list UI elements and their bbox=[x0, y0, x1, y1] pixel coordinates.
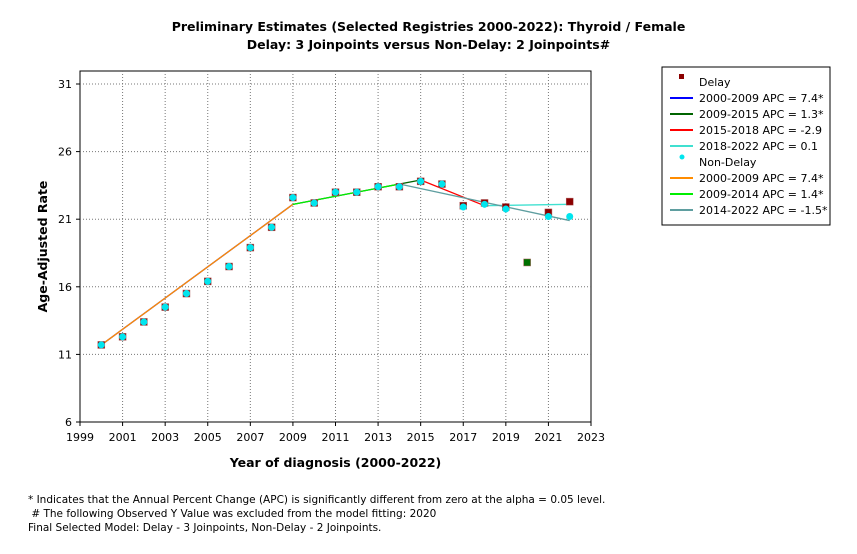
x-tick-label: 2023 bbox=[577, 431, 605, 444]
nondelay-point bbox=[97, 341, 105, 349]
x-tick-label: 2007 bbox=[236, 431, 264, 444]
chart-title: Preliminary Estimates (Selected Registri… bbox=[171, 19, 686, 34]
footnote-significance: * Indicates that the Annual Percent Chan… bbox=[28, 494, 606, 506]
nondelay-point bbox=[332, 188, 339, 196]
nondelay-point bbox=[459, 203, 467, 211]
y-tick-label: 21 bbox=[58, 213, 72, 226]
legend-label: 2009-2014 APC = 1.4* bbox=[699, 188, 824, 201]
x-tick-label: 2021 bbox=[534, 431, 562, 444]
x-tick-label: 2009 bbox=[279, 431, 307, 444]
nondelay-point bbox=[374, 183, 382, 191]
nondelay-point bbox=[481, 200, 489, 208]
x-tick-label: 2017 bbox=[449, 431, 477, 444]
legend-delay-marker bbox=[679, 74, 684, 79]
nondelay-point bbox=[119, 333, 127, 341]
plot-frame bbox=[79, 70, 592, 423]
y-axis-label: Age-Adjusted Rate bbox=[35, 181, 50, 313]
legend-label: 2000-2009 APC = 7.4* bbox=[699, 172, 824, 185]
footnote-excluded: # The following Observed Y Value was exc… bbox=[28, 508, 437, 520]
nondelay-point bbox=[353, 188, 361, 196]
y-tick-label: 6 bbox=[65, 416, 72, 429]
legend-label: 2014-2022 APC = -1.5* bbox=[699, 204, 828, 217]
nondelay-point bbox=[544, 212, 552, 220]
x-tick-label: 2015 bbox=[407, 431, 435, 444]
nondelay-point bbox=[225, 263, 233, 271]
chart-subtitle: Delay: 3 Joinpoints versus Non-Delay: 2 … bbox=[246, 37, 611, 52]
legend-label: 2015-2018 APC = -2.9 bbox=[699, 124, 822, 137]
x-tick-label: 2001 bbox=[109, 431, 137, 444]
nondelay-point bbox=[310, 199, 318, 207]
legend-nondelay-label: Non-Delay bbox=[699, 156, 757, 169]
legend-label: 2000-2009 APC = 7.4* bbox=[699, 92, 824, 105]
nondelay-point bbox=[204, 277, 212, 285]
nondelay-point bbox=[417, 177, 425, 185]
delay-point bbox=[565, 197, 574, 206]
x-tick-label: 2011 bbox=[322, 431, 350, 444]
legend-label: 2009-2015 APC = 1.3* bbox=[699, 108, 824, 121]
x-tick-label: 2019 bbox=[492, 431, 520, 444]
nondelay-point bbox=[140, 318, 148, 326]
nondelay-point bbox=[438, 180, 446, 188]
x-tick-label: 2013 bbox=[364, 431, 392, 444]
x-tick-label: 2005 bbox=[194, 431, 222, 444]
x-tick-label: 1999 bbox=[66, 431, 94, 444]
nondelay-point bbox=[246, 244, 254, 252]
excluded-point bbox=[523, 258, 531, 267]
y-tick-label: 11 bbox=[58, 348, 72, 361]
fit-segment bbox=[420, 179, 485, 207]
footnote-model: Final Selected Model: Delay - 3 Joinpoin… bbox=[28, 522, 382, 534]
nondelay-point bbox=[268, 223, 276, 231]
legend-nondelay-marker bbox=[679, 154, 685, 160]
x-axis-label: Year of diagnosis (2000-2022) bbox=[229, 455, 442, 470]
fit-segment bbox=[100, 203, 294, 346]
nondelay-point bbox=[566, 212, 574, 220]
nondelay-point bbox=[161, 303, 169, 311]
nondelay-point bbox=[182, 290, 190, 298]
legend-label: 2018-2022 APC = 0.1 bbox=[699, 140, 818, 153]
y-tick-label: 16 bbox=[58, 281, 72, 294]
nondelay-point bbox=[395, 183, 403, 191]
y-tick-label: 31 bbox=[58, 78, 72, 91]
x-tick-label: 2003 bbox=[151, 431, 179, 444]
nondelay-point bbox=[502, 205, 510, 213]
legend-delay-label: Delay bbox=[699, 76, 731, 89]
y-tick-label: 26 bbox=[58, 146, 72, 159]
nondelay-point bbox=[289, 194, 297, 202]
